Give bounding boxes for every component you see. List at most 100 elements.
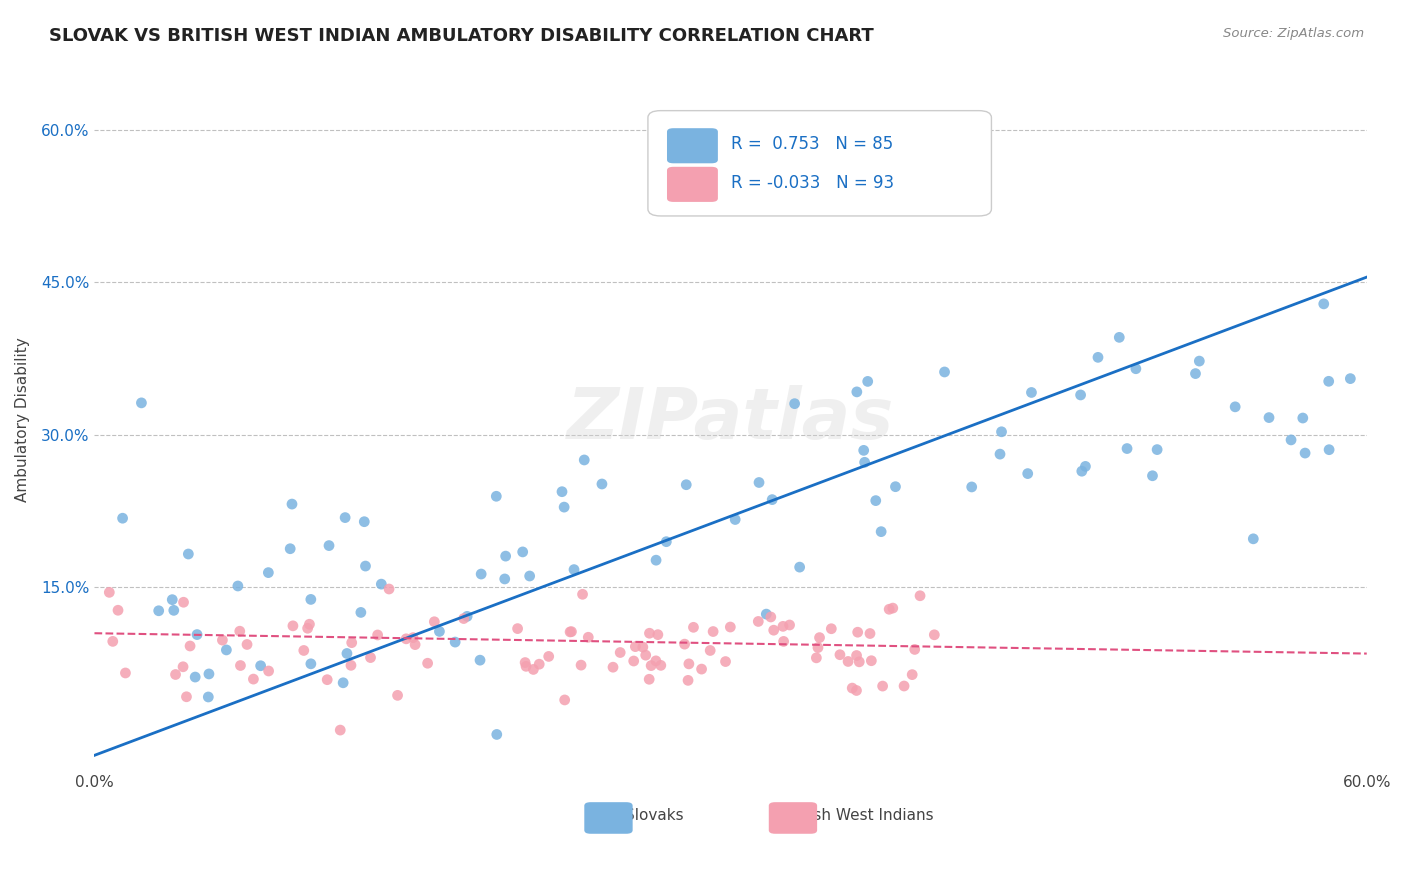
- Point: [404, 638, 426, 652]
- Point: [165, 667, 187, 681]
- Point: [624, 640, 647, 654]
- FancyBboxPatch shape: [585, 802, 633, 834]
- Point: [1070, 464, 1092, 478]
- Point: [299, 592, 322, 607]
- Point: [988, 447, 1011, 461]
- Point: [841, 681, 863, 695]
- Point: [748, 475, 770, 490]
- Point: [176, 690, 198, 704]
- Point: [872, 679, 894, 693]
- Point: [257, 664, 280, 678]
- Point: [177, 547, 200, 561]
- Point: [444, 635, 467, 649]
- Point: [529, 657, 551, 672]
- Point: [367, 628, 389, 642]
- Text: SLOVAK VS BRITISH WEST INDIAN AMBULATORY DISABILITY CORRELATION CHART: SLOVAK VS BRITISH WEST INDIAN AMBULATORY…: [49, 27, 875, 45]
- Point: [602, 660, 624, 674]
- Point: [904, 642, 927, 657]
- Point: [453, 611, 475, 625]
- Text: British West Indians: British West Indians: [782, 808, 934, 822]
- Point: [429, 624, 451, 639]
- Point: [690, 662, 713, 676]
- Text: Slovaks: Slovaks: [624, 808, 683, 822]
- Point: [551, 484, 574, 499]
- Point: [848, 655, 870, 669]
- Point: [257, 566, 280, 580]
- Point: [353, 515, 375, 529]
- Point: [98, 585, 121, 599]
- Point: [1146, 442, 1168, 457]
- Point: [828, 648, 851, 662]
- Point: [789, 560, 811, 574]
- Point: [229, 624, 252, 639]
- Point: [877, 602, 900, 616]
- Point: [179, 639, 201, 653]
- Point: [655, 534, 678, 549]
- Point: [163, 603, 186, 617]
- Point: [1294, 446, 1316, 460]
- Point: [537, 649, 560, 664]
- Point: [837, 655, 859, 669]
- Point: [186, 627, 208, 641]
- Point: [1017, 467, 1039, 481]
- Point: [699, 643, 721, 657]
- Point: [865, 493, 887, 508]
- Point: [1184, 367, 1206, 381]
- Point: [1258, 410, 1281, 425]
- Point: [1188, 354, 1211, 368]
- Point: [702, 624, 724, 639]
- Point: [576, 630, 599, 644]
- Point: [779, 618, 801, 632]
- Point: [924, 628, 946, 642]
- Point: [485, 489, 508, 503]
- Point: [1074, 459, 1097, 474]
- Point: [329, 723, 352, 737]
- FancyBboxPatch shape: [666, 128, 718, 163]
- Point: [215, 643, 238, 657]
- Point: [623, 654, 645, 668]
- Point: [494, 572, 516, 586]
- Point: [554, 693, 576, 707]
- Point: [1317, 374, 1340, 388]
- Point: [747, 615, 769, 629]
- Point: [673, 637, 696, 651]
- Point: [846, 625, 869, 640]
- Point: [631, 640, 654, 654]
- Point: [332, 675, 354, 690]
- Text: R =  0.753   N = 85: R = 0.753 N = 85: [731, 136, 893, 153]
- Point: [148, 604, 170, 618]
- Point: [423, 615, 446, 629]
- Point: [574, 453, 596, 467]
- Point: [558, 624, 581, 639]
- Text: Source: ZipAtlas.com: Source: ZipAtlas.com: [1223, 27, 1364, 40]
- FancyBboxPatch shape: [769, 802, 817, 834]
- Point: [1292, 411, 1315, 425]
- Point: [513, 656, 536, 670]
- Point: [808, 631, 831, 645]
- Point: [360, 650, 382, 665]
- Point: [807, 640, 830, 655]
- Point: [172, 660, 194, 674]
- Point: [960, 480, 983, 494]
- Point: [772, 619, 794, 633]
- Point: [229, 658, 252, 673]
- Point: [1339, 371, 1361, 385]
- Point: [859, 626, 882, 640]
- Point: [860, 654, 883, 668]
- Point: [678, 657, 700, 671]
- Point: [609, 646, 631, 660]
- Point: [718, 620, 741, 634]
- Point: [1279, 433, 1302, 447]
- Point: [856, 375, 879, 389]
- Point: [870, 524, 893, 539]
- Point: [772, 634, 794, 648]
- Point: [350, 606, 373, 620]
- Point: [485, 727, 508, 741]
- Point: [336, 647, 359, 661]
- Point: [761, 492, 783, 507]
- Point: [249, 658, 271, 673]
- Point: [676, 673, 699, 688]
- Point: [820, 622, 842, 636]
- Point: [884, 480, 907, 494]
- Point: [571, 587, 593, 601]
